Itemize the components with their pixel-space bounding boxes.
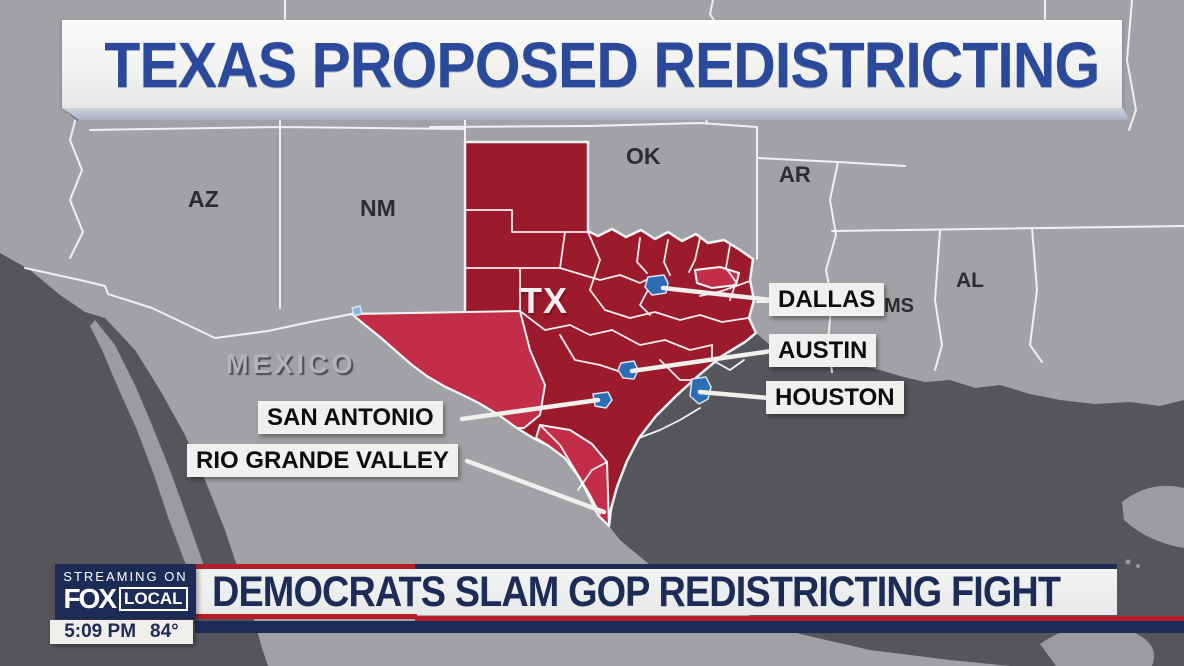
el-paso-district	[351, 305, 363, 317]
lower-third-navy-bar	[195, 621, 1184, 633]
clock-time: 5:09 PM	[64, 621, 137, 642]
city-label-dallas: DALLAS	[769, 283, 885, 316]
state-label-az: AZ	[188, 186, 219, 212]
cuba-landmass	[1122, 485, 1184, 548]
san-antonio-district	[592, 391, 613, 409]
baja-peninsula	[90, 320, 212, 594]
time-temperature-box: 5:09 PM 84°	[50, 620, 193, 644]
fox-logo: FOX	[63, 583, 117, 614]
city-label-san-antonio: SAN ANTONIO	[258, 401, 443, 434]
austin-district	[617, 360, 639, 380]
texas-light-districts	[351, 266, 740, 527]
island-dot	[1136, 564, 1140, 568]
state-label-tx: TX	[520, 280, 569, 321]
streaming-on-label: STREAMING ON	[63, 569, 188, 584]
lower-third-band: DEMOCRATS SLAM GOP REDISTRICTING FIGHT	[195, 569, 1117, 615]
state-label-al: AL	[956, 269, 984, 292]
yucatan-landmass	[1040, 624, 1154, 666]
state-label-nm: NM	[360, 195, 396, 221]
title-banner-bevel	[62, 108, 1130, 120]
headline: DEMOCRATS SLAM GOP REDISTRICTING FIGHT	[212, 568, 1061, 616]
lower-third-bottom-rule-left	[195, 614, 417, 619]
lower-third-top-rule-red	[195, 564, 415, 569]
lower-third-bottom-rule-right	[415, 616, 1184, 621]
fox-local-badge: STREAMING ON FOX LOCAL	[55, 564, 196, 619]
island-dot	[1125, 559, 1131, 565]
district-lines	[464, 209, 751, 515]
temperature: 84°	[150, 621, 179, 642]
dallas-district	[644, 274, 669, 296]
label-leader-lines	[459, 285, 775, 515]
city-label-rio-grande-valley: RIO GRANDE VALLEY	[187, 444, 458, 477]
state-label-ms: MS	[884, 295, 914, 317]
city-label-austin: AUSTIN	[769, 334, 877, 367]
city-label-houston: HOUSTON	[766, 381, 904, 414]
page-title: TEXAS PROPOSED REDISTRICTING	[104, 29, 1100, 101]
state-label-ar: AR	[779, 162, 811, 187]
country-label-mexico: MEXICO	[226, 349, 357, 379]
title-banner: TEXAS PROPOSED REDISTRICTING	[62, 20, 1122, 108]
lower-third-top-rule-navy	[415, 564, 1117, 569]
state-label-ok: OK	[626, 143, 661, 169]
local-logo: LOCAL	[119, 587, 188, 611]
